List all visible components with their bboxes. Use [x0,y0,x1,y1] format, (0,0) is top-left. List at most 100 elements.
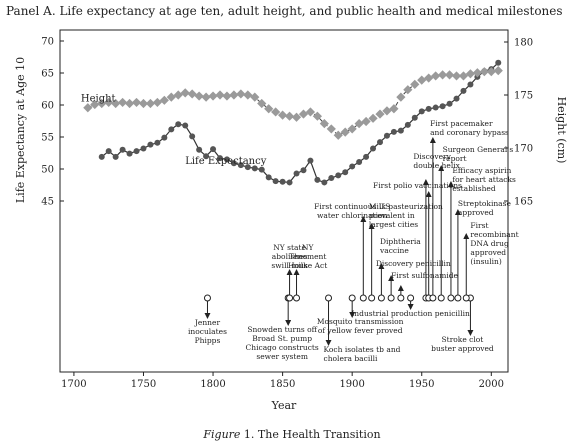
x-tick-label: 1900 [339,379,364,390]
height-point [333,130,343,140]
milestone-label-below: Broad St. pump [252,334,312,343]
height-point [298,109,309,119]
height-point [410,79,420,89]
life-expectancy-point [411,114,418,121]
milestone-label-above: First [470,221,488,230]
y-left-tick-label: 60 [41,101,54,112]
milestone-label-above: First pacemaker [430,119,493,128]
height-point [145,98,156,109]
life-expectancy-point [105,148,112,155]
life-expectancy-point [154,139,161,146]
life-expectancy-point [98,153,105,160]
y-left-tick-label: 70 [41,37,54,48]
height-point [250,92,260,102]
milestone-label-above: First polio vaccinations [373,181,462,190]
height-point [229,90,239,100]
milestone-marker [429,294,437,302]
life-expectancy-point [307,157,314,164]
x-tick-label: 1850 [270,379,295,390]
life-expectancy-point [439,103,446,110]
life-expectancy-point [237,162,244,169]
life-expectancy-point [223,156,230,163]
x-tick-label: 1950 [409,379,434,390]
height-point [305,107,316,117]
milestone-label-above: prevalent in [369,211,415,220]
life-expectancy-point [300,167,307,174]
milestone-marker [359,294,367,302]
height-point [396,92,406,102]
height-point [417,75,427,85]
height-point [173,90,183,100]
life-expectancy-point [446,100,453,107]
figure-caption: Figure 1. The Health Transition [0,428,584,441]
milestone-label-below: Mosquito transmission [317,317,404,326]
life-expectancy-point [140,145,147,152]
milestone-marker [387,294,395,302]
y-left-tick-label: 50 [41,165,54,176]
height-point [90,99,100,110]
height-point [424,73,434,83]
milestone-marker [447,294,455,302]
height-point [347,124,357,134]
milestone-marker [293,294,301,302]
height-point [152,97,162,108]
milestone-label-above: Tenement [289,252,327,261]
life-expectancy-point [147,141,154,148]
life-expectancy-point [467,81,474,88]
height-point [444,70,455,80]
life-expectancy-point [377,139,383,146]
height-point [312,111,322,121]
x-tick-label: 1700 [61,379,86,390]
life-expectancy-point [203,153,210,160]
milestone-marker [368,294,376,302]
height-point [319,119,329,129]
milestone-label-below: sewer system [256,352,308,361]
height-point [340,127,350,137]
height-point [215,90,225,100]
height-point [368,113,378,123]
milestone-marker [286,294,294,302]
height-point [97,98,107,109]
panel-title: Panel A. Life expectancy at age ten, adu… [6,4,563,18]
life-expectancy-point [342,169,349,176]
milestone-label-above: Efficacy aspirin [452,166,511,175]
milestone-label-above: approved [458,208,494,217]
height-point [271,107,281,117]
milestone-label-below: Phipps [195,336,221,345]
life-expectancy-point [495,59,502,66]
life-expectancy-point [244,164,251,171]
life-expectancy-point [279,178,286,185]
height-point [124,98,135,109]
y-right-axis-label: Height (cm) [555,97,568,164]
life-expectancy-point [251,165,258,172]
life-expectancy-point [258,166,265,173]
life-expectancy-point [390,128,397,135]
milestone-label-above: vaccine [379,246,409,255]
height-point [291,112,302,122]
life-expectancy-point [397,127,404,134]
milestone-label-above: Milk pasteurization [369,202,443,211]
series-label-life-expectancy: Life Expectancy [185,156,267,167]
x-tick-label: 1750 [131,379,156,390]
height-point [382,106,392,116]
caption-prefix: Figure [203,428,241,441]
milestone-label-below: Chicago constructs [246,343,319,352]
life-expectancy-point [383,132,390,139]
milestone-marker [325,294,333,302]
life-expectancy-point [404,121,411,128]
life-expectancy-point [321,179,328,186]
life-expectancy-point [217,155,223,162]
milestone-label-below: buster approved [431,344,494,353]
milestone-label-below: inoculates [188,327,227,336]
life-expectancy-point [335,172,342,179]
y-right-tick-label: 175 [514,91,533,102]
life-expectancy-point [133,148,140,155]
milestone-label-above: for heart attacks [452,175,516,184]
milestone-label-above: NY state [273,243,306,252]
y-right-tick-label: 170 [514,144,533,155]
milestone-label-above: First sulfonamide [391,271,458,280]
height-point [486,67,496,77]
height-point [284,111,295,121]
height-point [180,88,190,98]
life-expectancy-point [182,122,189,129]
